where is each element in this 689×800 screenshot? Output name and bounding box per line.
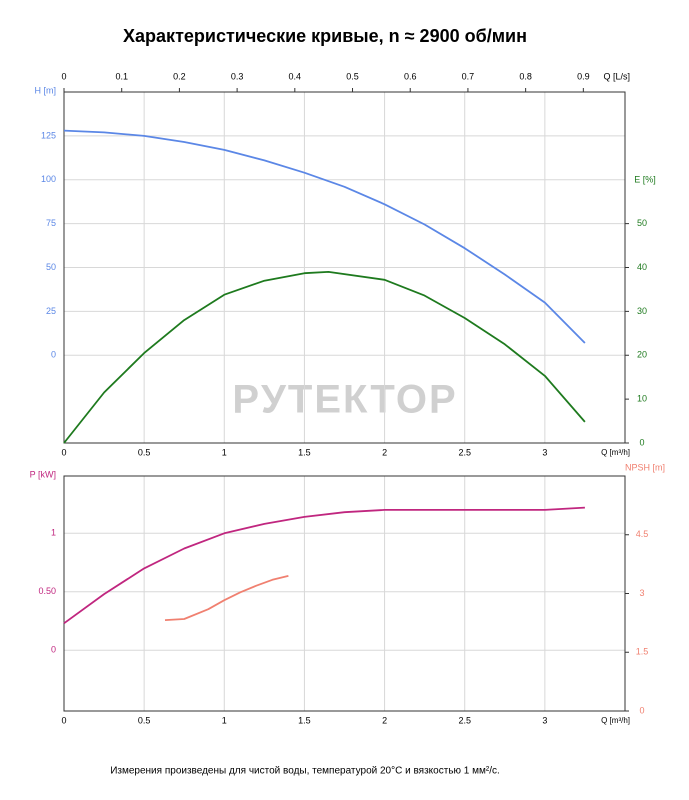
x-tick-label: 0.5 <box>138 447 151 457</box>
x-tick-label: 2.5 <box>458 715 471 725</box>
y-tick-label: 0 <box>51 645 56 655</box>
y-tick-label: 0.50 <box>38 586 56 596</box>
x-tick-label: 1 <box>222 447 227 457</box>
x2-tick-label: 0.9 <box>577 71 590 81</box>
footnote: Измерения произведены для чистой воды, т… <box>110 766 500 777</box>
plot-frame <box>63 475 626 712</box>
y2-tick-label: 10 <box>637 394 647 404</box>
x2-tick-label: 0.5 <box>346 71 359 81</box>
y-tick-label: 125 <box>41 130 56 140</box>
title: Характеристические кривые, n ≈ 2900 об/м… <box>123 26 527 46</box>
series-line <box>63 271 586 444</box>
y2-tick-label: 50 <box>637 218 647 228</box>
x-axis-label: Q [m³/h] <box>601 716 630 725</box>
watermark: PУТЕКТОР <box>232 378 457 422</box>
x-tick-label: 0 <box>61 447 66 457</box>
x2-tick-label: 0 <box>61 71 66 81</box>
y-tick-label: 25 <box>46 306 56 316</box>
series-line <box>164 575 289 621</box>
x2-tick-label: 0.1 <box>115 71 128 81</box>
y2-tick-label: 1.5 <box>636 647 649 657</box>
x-tick-label: 2.5 <box>458 447 471 457</box>
x-tick-label: 1 <box>222 715 227 725</box>
y-tick-label: 50 <box>46 262 56 272</box>
y-axis-label: P [kW] <box>30 469 56 479</box>
y-tick-label: 0 <box>51 350 56 360</box>
y2-tick-label: 20 <box>637 350 647 360</box>
y2-tick-label: 0 <box>639 705 644 715</box>
y2-tick-label: 0 <box>639 437 644 447</box>
y-tick-label: 100 <box>41 174 56 184</box>
x2-tick-label: 0.7 <box>462 71 475 81</box>
x2-tick-label: 0.3 <box>231 71 244 81</box>
y2-tick-label: 40 <box>637 262 647 272</box>
x2-tick-label: 0.6 <box>404 71 417 81</box>
series-line <box>63 129 586 344</box>
y2-tick-label: 30 <box>637 306 647 316</box>
x2-axis-label: Q [L/s] <box>603 71 630 81</box>
x-tick-label: 1.5 <box>298 715 311 725</box>
x-tick-label: 3 <box>542 447 547 457</box>
x2-tick-label: 0.2 <box>173 71 186 81</box>
x-tick-label: 0.5 <box>138 715 151 725</box>
x2-tick-label: 0.8 <box>519 71 532 81</box>
y-tick-label: 1 <box>51 528 56 538</box>
x-tick-label: 2 <box>382 447 387 457</box>
series-line <box>63 506 585 625</box>
x-tick-label: 2 <box>382 715 387 725</box>
y2-tick-label: 4.5 <box>636 529 649 539</box>
x2-tick-label: 0.4 <box>289 71 302 81</box>
x-tick-label: 3 <box>542 715 547 725</box>
y2-axis-label: E [%] <box>634 174 656 184</box>
x-tick-label: 0 <box>61 715 66 725</box>
x-axis-label: Q [m³/h] <box>601 448 630 457</box>
x-tick-label: 1.5 <box>298 447 311 457</box>
y-axis-label: H [m] <box>35 85 57 95</box>
y2-tick-label: 3 <box>639 588 644 598</box>
plot-frame <box>63 91 626 444</box>
y2-axis-label: NPSH [m] <box>625 462 665 472</box>
y-tick-label: 75 <box>46 218 56 228</box>
